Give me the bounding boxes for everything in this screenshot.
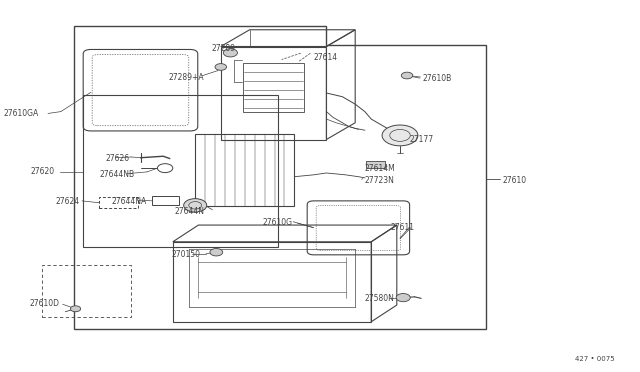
Circle shape: [184, 199, 207, 212]
Circle shape: [210, 248, 223, 256]
Text: 27624: 27624: [56, 197, 80, 206]
Text: 27644NB: 27644NB: [99, 170, 134, 179]
Text: 27610D: 27610D: [29, 299, 60, 308]
Bar: [366, 161, 385, 168]
Text: 270150: 270150: [172, 250, 200, 259]
Circle shape: [401, 72, 413, 79]
Text: 27611: 27611: [390, 223, 415, 232]
Text: 27610GA: 27610GA: [3, 109, 38, 118]
Text: 27626: 27626: [106, 154, 130, 163]
Text: 27177: 27177: [410, 135, 434, 144]
Text: 27644NA: 27644NA: [112, 197, 147, 206]
Text: 27289+A: 27289+A: [168, 73, 204, 82]
Text: 427 • 0075: 427 • 0075: [575, 356, 614, 362]
Bar: [152, 196, 179, 205]
Circle shape: [70, 306, 81, 312]
Circle shape: [223, 49, 237, 57]
Bar: [243, 63, 304, 112]
Text: 27610B: 27610B: [422, 74, 452, 83]
Text: 27580N: 27580N: [365, 294, 395, 303]
Bar: [195, 134, 294, 206]
Bar: [83, 95, 278, 247]
Text: 27610G: 27610G: [262, 218, 292, 227]
Text: 27614: 27614: [314, 53, 338, 62]
Bar: [99, 197, 138, 208]
Circle shape: [215, 64, 227, 70]
Text: 27644N: 27644N: [174, 207, 204, 216]
Circle shape: [396, 294, 410, 302]
Text: 27610: 27610: [502, 176, 527, 185]
Text: 27614M: 27614M: [365, 164, 396, 173]
Text: 27620: 27620: [31, 167, 55, 176]
Bar: [42, 265, 131, 317]
Text: 27723N: 27723N: [365, 176, 395, 185]
Circle shape: [382, 125, 418, 146]
Text: 27289: 27289: [211, 44, 236, 53]
